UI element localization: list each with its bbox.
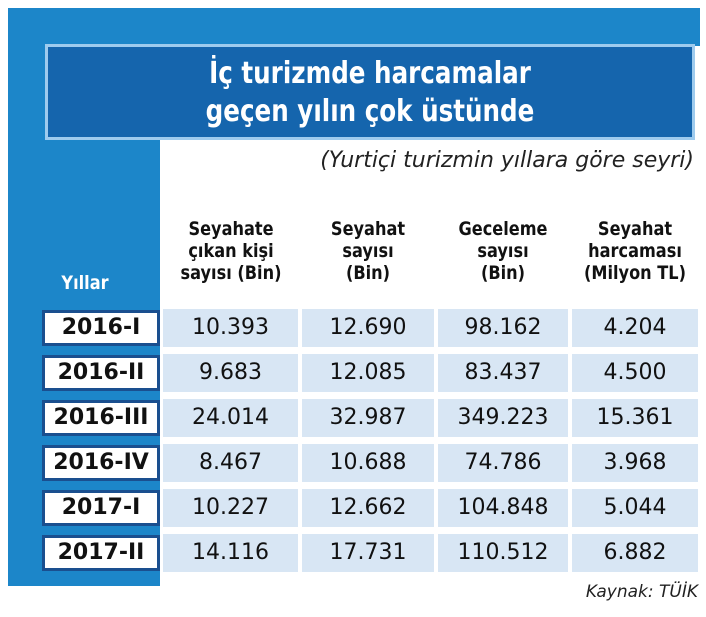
header-line: Seyahat: [330, 218, 406, 240]
table-cell: 17.731: [302, 534, 434, 572]
table-cell: 10.688: [302, 444, 434, 482]
table-cell: 12.662: [302, 489, 434, 527]
table-cell: 15.361: [572, 399, 698, 437]
column-header: Seyahat harcaması (Milyon TL): [567, 218, 703, 284]
header-line: (Milyon TL): [584, 262, 686, 284]
table-cell: 14.116: [163, 534, 298, 572]
year-label: 2017-II: [42, 535, 160, 571]
header-line: sayısı: [477, 240, 529, 262]
table-cell: 110.512: [438, 534, 568, 572]
header-line: sayısı (Bin): [180, 262, 281, 284]
table-cell: 9.683: [163, 354, 298, 392]
table-cell: 98.162: [438, 309, 568, 347]
year-label: 2016-I: [42, 310, 160, 346]
header-line: (Bin): [345, 262, 391, 284]
table-cell: 12.690: [302, 309, 434, 347]
header-line: sayısı: [342, 240, 394, 262]
title-line: geçen yılın çok üstünde: [205, 94, 535, 129]
table-cell: 24.014: [163, 399, 298, 437]
year-header: Yıllar: [61, 272, 109, 294]
table-cell: 12.085: [302, 354, 434, 392]
title-line: İç turizmde harcamalar: [209, 56, 531, 91]
column-header: Seyahate çıkan kişi sayısı (Bin): [163, 218, 299, 284]
year-label: 2016-III: [42, 400, 160, 436]
table-cell: 83.437: [438, 354, 568, 392]
column-header: Geceleme sayısı (Bin): [435, 218, 571, 284]
header-line: Seyahat: [597, 218, 673, 240]
source: Kaynak: TÜİK: [585, 582, 698, 602]
table-cell: 10.227: [163, 489, 298, 527]
table-cell: 4.500: [572, 354, 698, 392]
table-cell: 4.204: [572, 309, 698, 347]
header-line: Seyahate: [187, 218, 274, 240]
year-label: 2017-I: [42, 490, 160, 526]
table-cell: 74.786: [438, 444, 568, 482]
year-label: 2016-IV: [42, 445, 160, 481]
year-label: 2016-II: [42, 355, 160, 391]
table-cell: 6.882: [572, 534, 698, 572]
subtitle: (Yurtiçi turizmin yıllara göre seyri): [320, 148, 694, 173]
table-cell: 32.987: [302, 399, 434, 437]
table-cell: 349.223: [438, 399, 568, 437]
header-line: harcaması: [588, 240, 682, 262]
column-header: Seyahat sayısı (Bin): [300, 218, 436, 284]
title-box: İç turizmde harcamalar geçen yılın çok ü…: [45, 44, 695, 140]
table-cell: 104.848: [438, 489, 568, 527]
table-cell: 5.044: [572, 489, 698, 527]
table-cell: 10.393: [163, 309, 298, 347]
header-line: Geceleme: [458, 218, 548, 240]
table-cell: 8.467: [163, 444, 298, 482]
header-line: (Bin): [480, 262, 526, 284]
table-cell: 3.968: [572, 444, 698, 482]
header-line: çıkan kişi: [187, 240, 274, 262]
